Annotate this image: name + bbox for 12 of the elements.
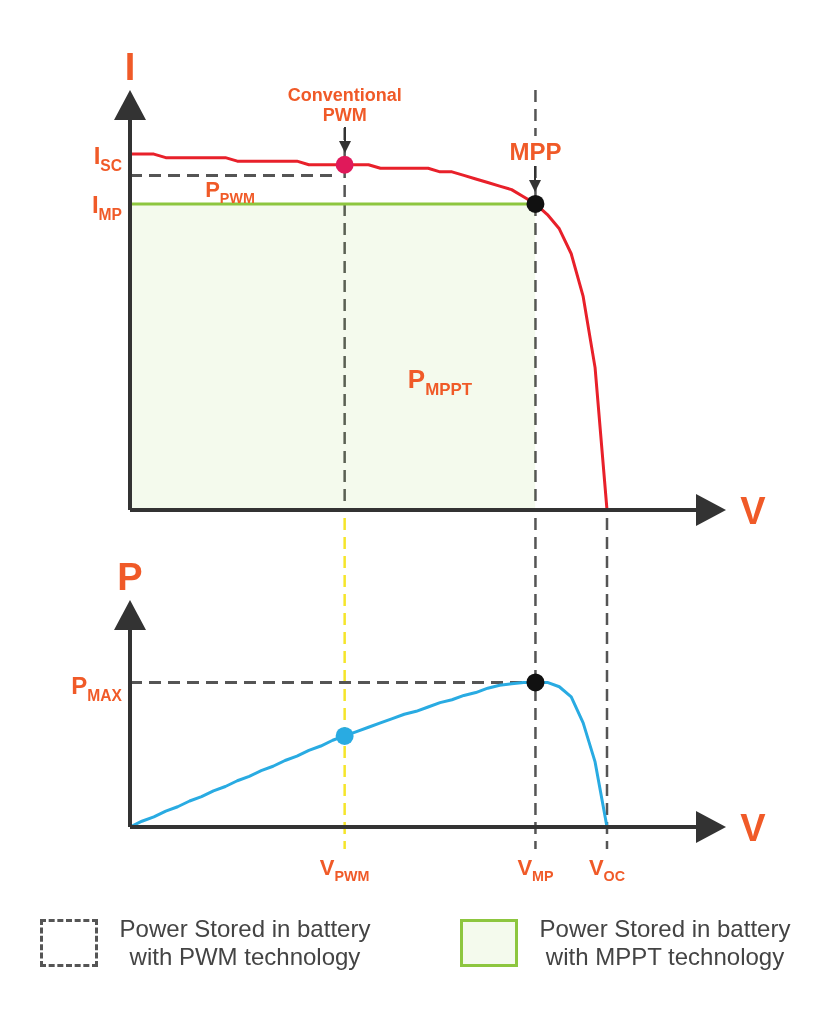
x-axis-title: V: [740, 807, 767, 849]
legend-label: Power Stored in battery with MPPT technology: [538, 915, 792, 971]
text: MAX: [87, 686, 122, 704]
annotation: MPP: [509, 137, 562, 165]
text: I: [124, 46, 136, 88]
x-axis-title: V: [740, 490, 767, 532]
y-axis-title: P: [71, 672, 88, 699]
annotation: Conventional PWM: [287, 84, 402, 125]
y-axis-title: I: [93, 142, 101, 169]
legend-label: Power Stored in battery with PWM technology: [118, 915, 372, 971]
text: P: [117, 556, 143, 598]
text: SC: [100, 156, 123, 174]
